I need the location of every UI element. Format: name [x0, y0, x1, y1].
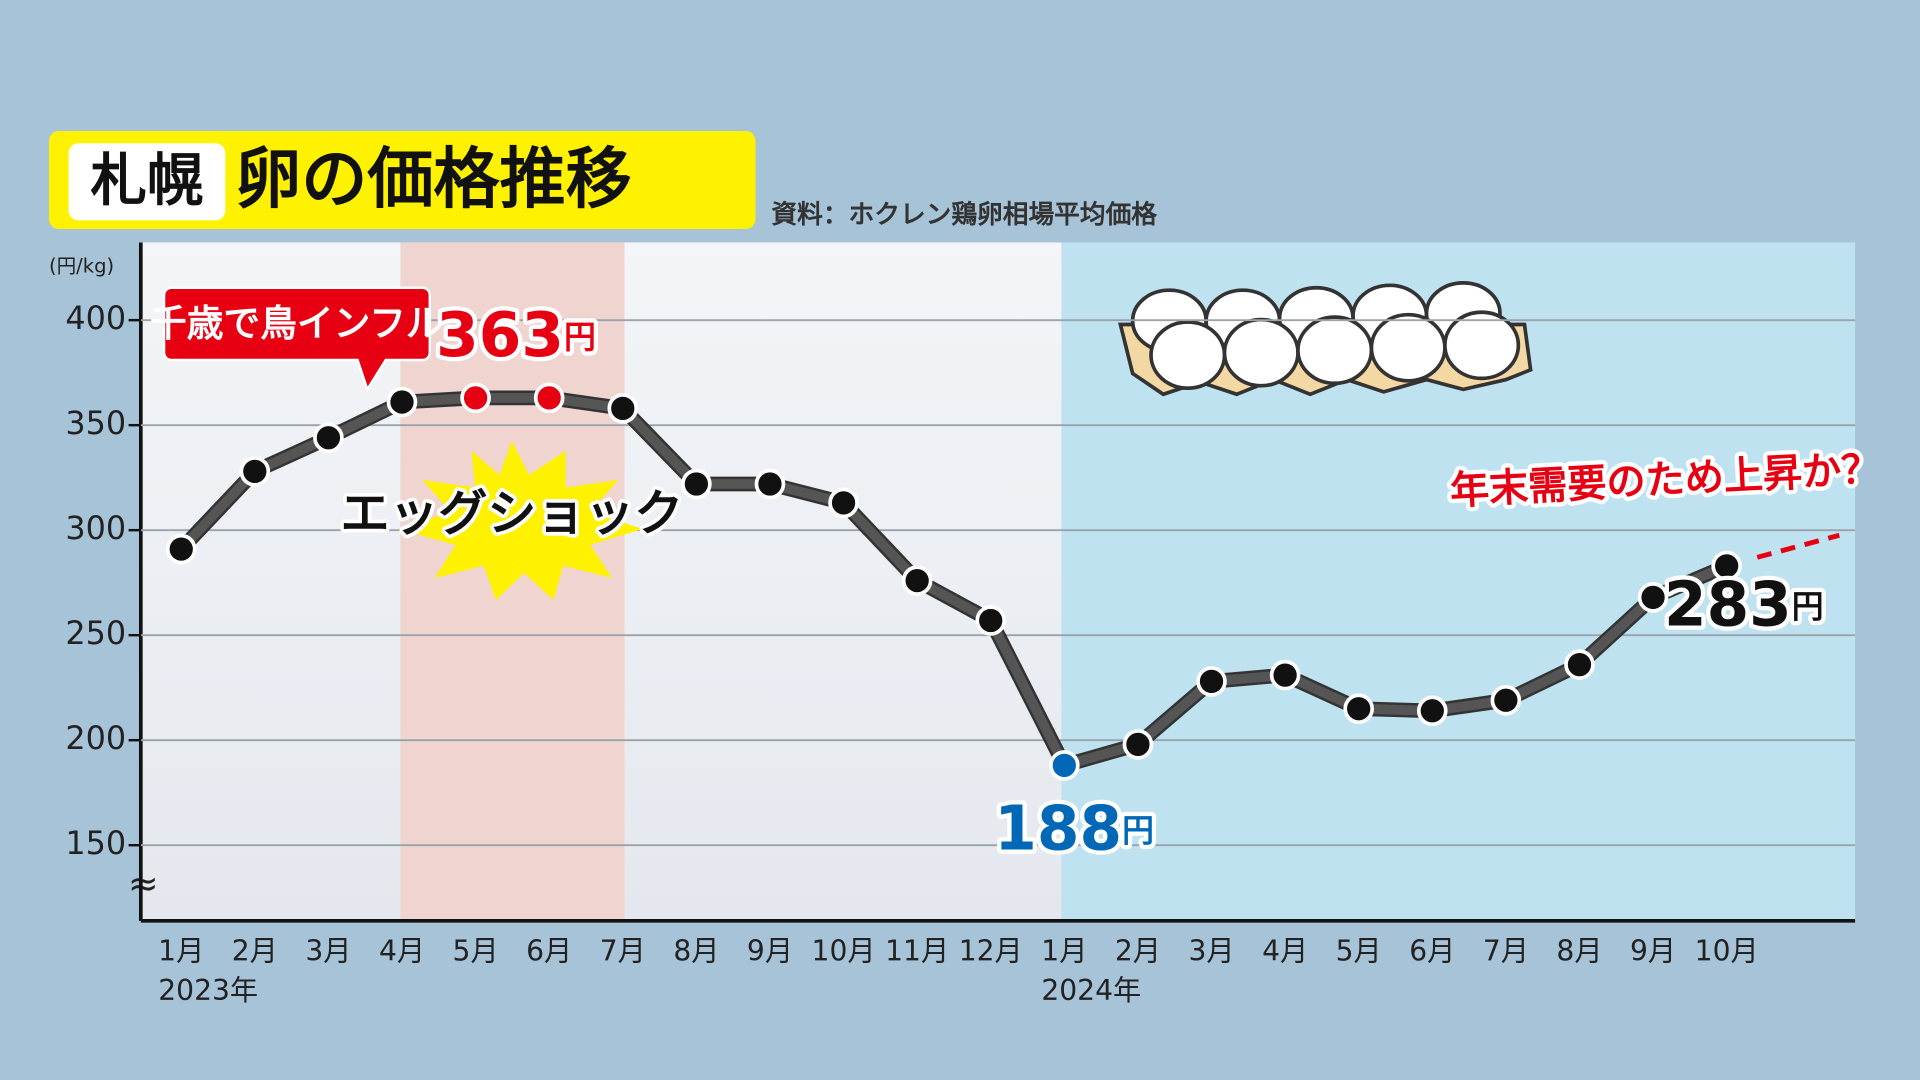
x-tick-label: 6月 — [526, 935, 572, 968]
y-unit: (円/kg) — [49, 254, 114, 277]
callout-box — [162, 286, 432, 393]
value-label: 188円 — [994, 793, 1154, 864]
x-tick-label: 1月 — [158, 935, 204, 968]
burst-text: エッグショック — [340, 485, 683, 542]
y-tick-label: 400 — [65, 299, 126, 337]
x-tick-label: 2月 — [1115, 935, 1161, 968]
x-tick-label: 3月 — [1188, 935, 1234, 968]
callout-text: 千歳で鳥インフル — [150, 302, 443, 345]
marker — [1637, 582, 1669, 613]
egg-tray — [1118, 281, 1533, 397]
marker — [1564, 649, 1595, 680]
title-place: 札幌 — [91, 148, 204, 213]
title-box — [48, 131, 756, 229]
x-tick-label: 7月 — [1483, 935, 1529, 968]
marker — [901, 565, 933, 596]
marker — [681, 468, 712, 500]
x-tick-label: 10月 — [1695, 935, 1759, 968]
x-tick-label: 1月 — [1041, 935, 1087, 968]
line — [177, 392, 1729, 771]
plot — [128, 318, 1856, 847]
marker — [165, 533, 197, 565]
x-tick-label: 2月 — [232, 935, 278, 968]
marker — [386, 386, 418, 418]
marker — [1269, 659, 1301, 691]
x-tick-label: 9月 — [747, 935, 793, 968]
y-tick-label: 300 — [65, 509, 126, 547]
x-tick-label: 12月 — [959, 935, 1023, 968]
x-tick-label: 3月 — [305, 935, 351, 968]
x-tick-label: 8月 — [1556, 935, 1602, 968]
marker — [460, 382, 491, 414]
year-label: 2024年 — [1041, 974, 1141, 1007]
source: 資料：ホクレン鶏卵相場平均価格 — [771, 199, 1157, 230]
marker — [1196, 666, 1227, 697]
value-label: 283円 — [1664, 569, 1824, 640]
x-tick-label: 11月 — [885, 935, 949, 968]
marker — [1711, 550, 1742, 582]
x-tick-label: 4月 — [379, 935, 425, 968]
y-tick-label: 250 — [65, 614, 126, 652]
axis-break: ≈ — [128, 862, 159, 905]
x-tick-label: 6月 — [1409, 935, 1455, 968]
burst — [397, 440, 643, 600]
marker — [313, 422, 344, 454]
year-label: 2023年 — [158, 974, 258, 1007]
x-tick-label: 9月 — [1630, 935, 1676, 968]
title-place-box — [68, 143, 226, 221]
x-tick-label: 4月 — [1262, 935, 1308, 968]
y-tick-label: 150 — [65, 824, 126, 862]
marker — [828, 487, 859, 519]
x-tick-label: 8月 — [673, 935, 719, 968]
value-label: 363円 — [436, 300, 596, 371]
marker — [239, 456, 271, 487]
y-tick-label: 350 — [65, 404, 126, 442]
marker — [607, 393, 639, 424]
x-tick-label: 10月 — [812, 935, 876, 968]
marker — [1416, 695, 1448, 727]
marker — [1490, 684, 1522, 716]
marker — [1122, 729, 1154, 760]
marker — [1049, 750, 1080, 781]
marker — [975, 605, 1007, 636]
projection — [1756, 532, 1840, 560]
x-tick-label: 5月 — [453, 935, 499, 968]
x-tick-label: 7月 — [600, 935, 646, 968]
marker — [1343, 693, 1374, 725]
x-tick-label: 5月 — [1336, 935, 1382, 968]
chart-title: 卵の価格推移 — [235, 141, 632, 218]
y-tick-label: 200 — [65, 719, 126, 757]
marker — [754, 468, 786, 500]
marker — [533, 382, 565, 414]
